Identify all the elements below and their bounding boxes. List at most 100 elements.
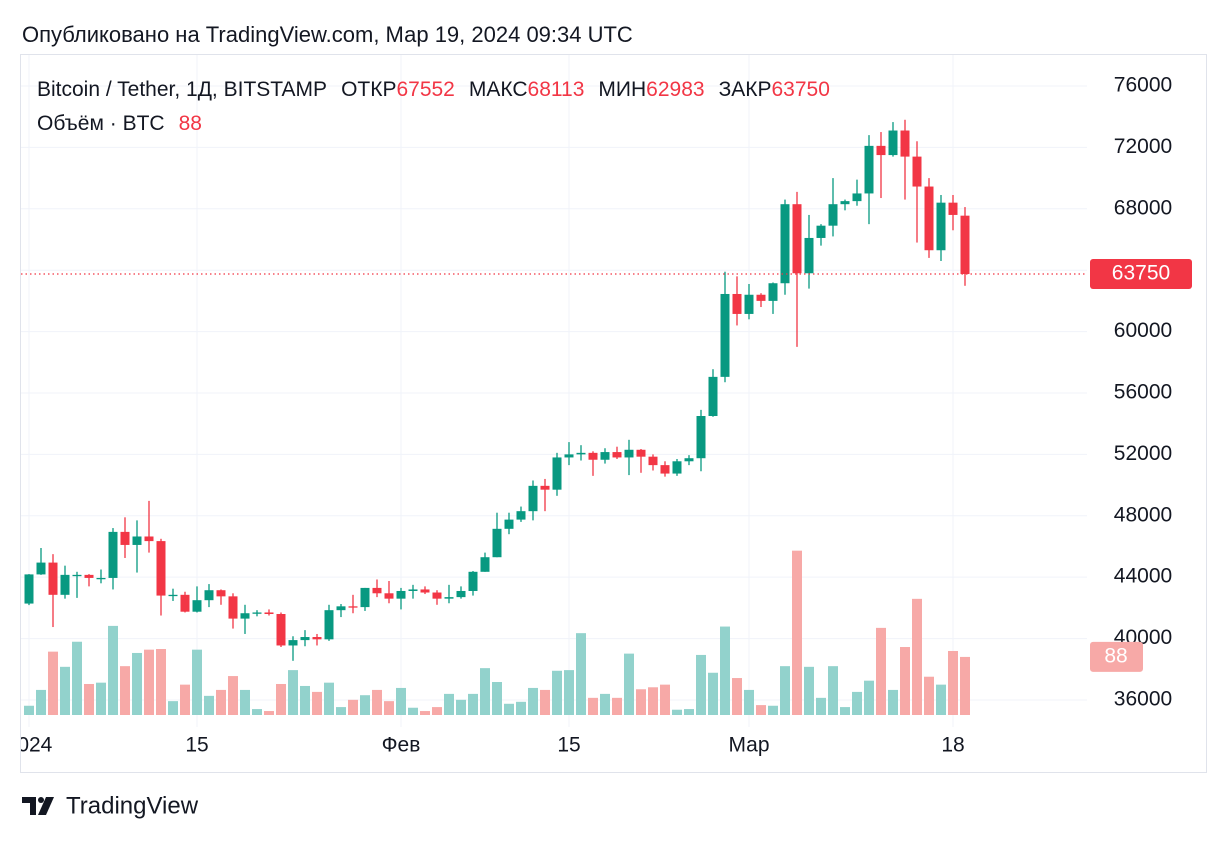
candle-body xyxy=(732,293,742,314)
volume-bar xyxy=(216,689,226,715)
volume-bar xyxy=(768,705,778,715)
volume-bar xyxy=(732,678,742,715)
y-tick-label: 72000 xyxy=(1114,135,1172,158)
volume-bar xyxy=(468,693,478,715)
volume-bar xyxy=(264,711,274,715)
candle-body xyxy=(192,600,202,612)
candle-body xyxy=(624,449,634,458)
legend: Bitcoin / Tether, 1Д, BITSTAMP ОТКР67552 М… xyxy=(37,78,830,101)
candle-body xyxy=(480,557,490,572)
volume-bar xyxy=(864,680,874,715)
candle-body xyxy=(516,511,526,520)
candle-body xyxy=(84,574,94,578)
candle-body xyxy=(648,456,658,466)
x-tick-label: 15 xyxy=(557,734,580,757)
volume-bar xyxy=(408,707,418,715)
volume-bar xyxy=(372,689,382,715)
volume-bar xyxy=(852,691,862,715)
volume-bar xyxy=(576,633,586,715)
volume-bar xyxy=(780,666,790,715)
candle-body xyxy=(696,416,706,459)
candle-body xyxy=(876,145,886,156)
volume-bar xyxy=(756,705,766,715)
candle-body xyxy=(420,589,430,593)
candle-body xyxy=(864,145,874,194)
candle-body xyxy=(228,596,238,619)
volume-bar xyxy=(660,684,670,715)
volume-bar xyxy=(204,695,214,715)
candle-body xyxy=(540,485,550,490)
candle-body xyxy=(804,237,814,274)
volume-bar xyxy=(504,703,514,715)
volume-bar xyxy=(24,705,34,715)
y-tick-label: 44000 xyxy=(1114,565,1172,588)
volume-bar xyxy=(804,666,814,715)
volume-bar xyxy=(624,653,634,715)
volume-bar xyxy=(876,627,886,715)
candle-body xyxy=(900,130,910,157)
volume-bar xyxy=(132,652,142,715)
volume-bar xyxy=(288,670,298,715)
volume-bar xyxy=(792,550,802,715)
candle-body xyxy=(216,590,226,597)
open-value: 67552 xyxy=(396,78,454,101)
low-value: 62983 xyxy=(646,78,704,101)
volume-bar xyxy=(564,670,574,715)
volume-bar xyxy=(156,649,166,715)
volume-bar xyxy=(492,682,502,715)
candle-body xyxy=(720,293,730,377)
volume-bar xyxy=(456,699,466,715)
volume-bar xyxy=(960,656,970,715)
y-axis: 3600040000440004800052000560006000064000… xyxy=(1114,74,1172,711)
candle-body xyxy=(936,202,946,251)
candle-body xyxy=(60,574,70,595)
candle-body xyxy=(324,610,334,640)
volume-bar xyxy=(252,709,262,715)
candle-body xyxy=(768,283,778,301)
candle-body xyxy=(312,637,322,640)
candle-body xyxy=(504,519,514,529)
candle-body xyxy=(948,202,958,215)
volume-bar xyxy=(444,693,454,715)
close-label: ЗАКР xyxy=(719,78,772,101)
price-pane xyxy=(21,119,1087,661)
x-tick-label: Фев xyxy=(382,734,421,757)
candle-body xyxy=(528,485,538,512)
candle-body xyxy=(240,613,250,619)
volume-bar xyxy=(228,676,238,715)
candle-body xyxy=(828,204,838,226)
candle-body xyxy=(684,458,694,462)
candle-body xyxy=(276,614,286,646)
volume-bar xyxy=(672,709,682,715)
volume-legend: Объём · BTC 88 xyxy=(37,112,202,135)
candle-body xyxy=(264,612,274,615)
candle-body xyxy=(912,156,922,187)
candle-body xyxy=(96,577,106,580)
candle-body xyxy=(288,640,298,646)
volume-bar xyxy=(648,687,658,715)
volume-bar xyxy=(432,707,442,715)
x-tick-label: 15 xyxy=(185,734,208,757)
volume-bar xyxy=(168,701,178,715)
candle-body xyxy=(600,452,610,460)
candle-body xyxy=(636,449,646,457)
candle-body xyxy=(120,531,130,545)
y-tick-label: 56000 xyxy=(1114,381,1172,404)
candle-body xyxy=(672,461,682,474)
volume-badge-label: 88 xyxy=(1104,644,1127,667)
high-value: 68113 xyxy=(528,78,585,101)
volume-bar xyxy=(696,654,706,715)
candle-body xyxy=(816,225,826,238)
volume-bar xyxy=(924,676,934,715)
candle-body xyxy=(348,606,358,608)
volume-bar xyxy=(888,689,898,715)
volume-bar xyxy=(312,691,322,715)
volume-title: Объём · BTC xyxy=(37,112,165,135)
y-tick-label: 68000 xyxy=(1114,196,1172,219)
volume-bar xyxy=(300,685,310,715)
close-value: 63750 xyxy=(772,78,830,101)
x-tick-label: 18 xyxy=(941,734,964,757)
y-tick-label: 52000 xyxy=(1114,442,1172,465)
candle-body xyxy=(564,454,574,458)
